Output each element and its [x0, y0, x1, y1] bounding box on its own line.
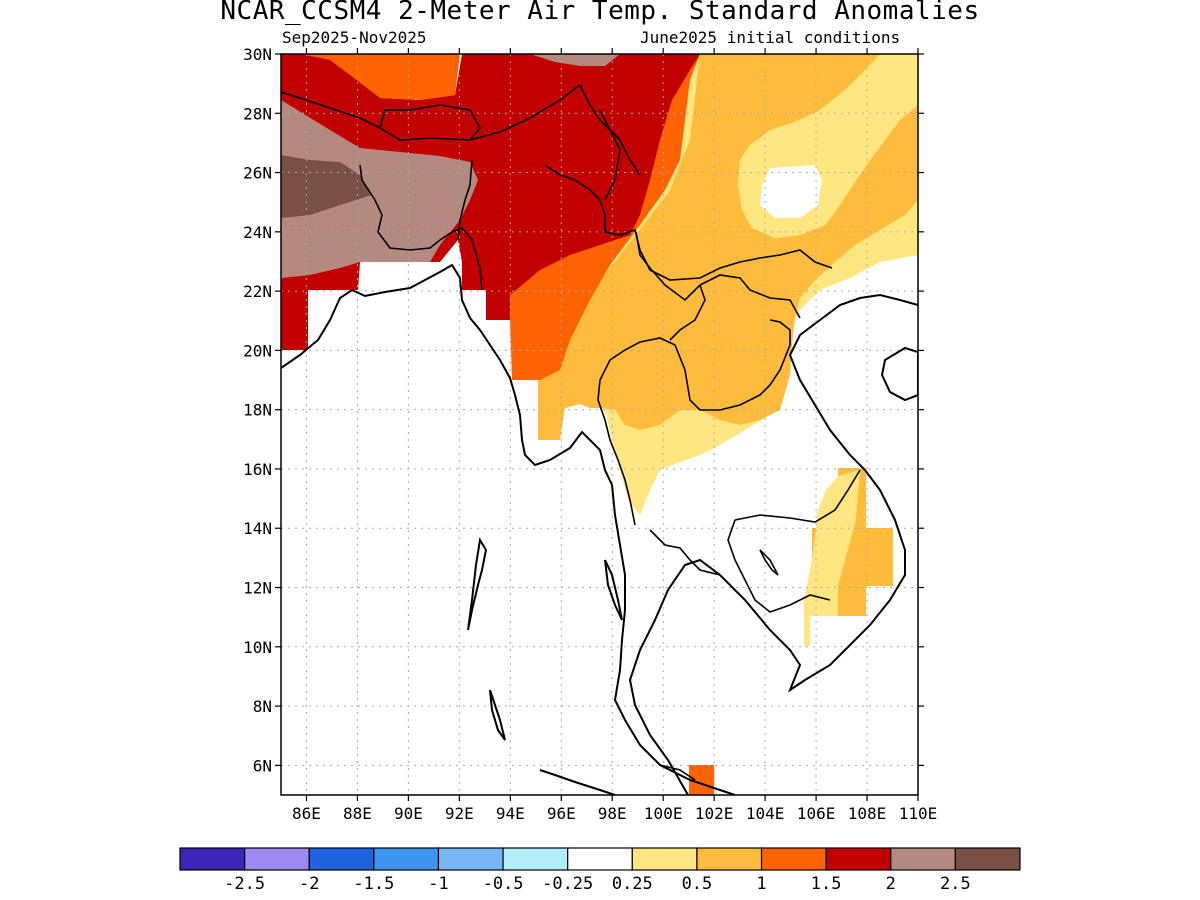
lon-tick-label: 100E — [644, 804, 683, 823]
lon-tick-label: 102E — [695, 804, 734, 823]
country-border — [544, 164, 833, 281]
lon-tick-label: 96E — [547, 804, 576, 823]
colorbar-swatch — [825, 847, 892, 871]
lat-tick-label: 30N — [243, 45, 272, 64]
colorbar-swatch — [696, 847, 763, 871]
map-axes: 30N 28N 26N 24N 22N 20N 18N 16N 14N 12N 10N 8N 6N 86E… — [243, 45, 937, 823]
colorbar-label: 2.5 — [940, 874, 971, 894]
lat-tick-label: 12N — [243, 579, 272, 598]
anomaly-region-neutral — [760, 165, 822, 218]
colorbar-label: 2 — [886, 874, 896, 894]
anomaly-region-2-2.5 — [530, 54, 620, 66]
country-border — [727, 519, 831, 613]
colorbar-label: -0.5 — [483, 874, 524, 894]
colorbar-label: -1 — [428, 874, 448, 894]
lat-tick-label: 18N — [243, 401, 272, 420]
lon-tick-label: 108E — [848, 804, 887, 823]
lon-tick-label: 98E — [598, 804, 627, 823]
colorbar-swatch — [179, 847, 246, 871]
coastlines — [281, 263, 918, 795]
country-borders — [281, 83, 861, 781]
initial-conditions: June2025 initial conditions — [640, 28, 901, 47]
country-border — [734, 469, 861, 523]
colorbar-swatch — [567, 847, 633, 871]
lat-tick-label: 16N — [243, 460, 272, 479]
colorbar-swatch — [502, 847, 569, 871]
map-title: NCAR_CCSM4 2-Meter Air Temp. Standard An… — [220, 0, 980, 26]
country-border — [759, 549, 779, 576]
country-border — [379, 104, 481, 141]
map-frame — [280, 53, 919, 796]
colorbar: -2.5 -2 -1.5 -1 -0.5 -0.25 0.25 0.5 1 1.5 2 2.5 — [179, 847, 1021, 894]
lon-tick-label: 104E — [746, 804, 785, 823]
colorbar-label: -1.5 — [353, 874, 394, 894]
colorbar-label: 1.5 — [811, 874, 842, 894]
lat-tick-label: 26N — [243, 164, 272, 183]
colorbar-swatch — [890, 847, 956, 871]
lat-tick-label: 28N — [243, 104, 272, 123]
colorbar-label: -2 — [299, 874, 319, 894]
lat-tick-label: 6N — [253, 756, 272, 775]
colorbar-label: 0.5 — [682, 874, 713, 894]
colorbar-swatch — [760, 847, 827, 871]
country-border — [635, 231, 801, 319]
country-border — [457, 159, 473, 241]
anomaly-region-2-2.5 — [281, 100, 478, 278]
coastline-sumatra — [539, 769, 616, 795]
lon-tick-label: 110E — [899, 804, 938, 823]
colorbar-label: 0.25 — [612, 874, 653, 894]
lat-tick-label: 8N — [253, 697, 272, 716]
lat-tick-label: 20N — [243, 341, 272, 360]
coastline-mergui-archipelago — [604, 559, 623, 621]
lon-tick-label: 92E — [445, 804, 474, 823]
anomaly-region-above-2.5 — [281, 155, 372, 218]
anomaly-region-1.5-2 — [281, 54, 700, 350]
colorbar-swatch — [244, 847, 310, 871]
anomaly-field — [281, 54, 918, 795]
anomaly-region-0.25-0.5 — [804, 470, 860, 646]
coastline-andaman-islands — [467, 537, 488, 631]
anomaly-region-1-1.5 — [300, 54, 460, 100]
country-border — [359, 164, 483, 291]
country-border — [599, 337, 771, 411]
colorbar-swatch — [954, 847, 1021, 871]
country-border — [597, 379, 636, 526]
colorbar-label: -2.5 — [224, 874, 265, 894]
lon-tick-label: 86E — [292, 804, 321, 823]
country-border — [669, 284, 706, 341]
lat-tick-label: 10N — [243, 638, 272, 657]
colorbar-swatch — [308, 847, 375, 871]
colorbar-swatch — [373, 847, 440, 871]
colorbar-swatch — [437, 847, 504, 871]
country-border — [281, 83, 641, 176]
coastline-hainan — [880, 346, 918, 402]
country-border — [659, 764, 696, 781]
country-border — [649, 529, 721, 576]
colorbar-label: -0.25 — [542, 874, 593, 894]
forecast-period: Sep2025-Nov2025 — [282, 28, 427, 47]
colorbar-label: 1 — [756, 874, 766, 894]
lon-tick-label: 88E — [343, 804, 372, 823]
lat-tick-label: 14N — [243, 519, 272, 538]
lon-tick-label: 94E — [496, 804, 525, 823]
coastline — [281, 263, 736, 795]
anomaly-region-1-1.5 — [689, 765, 714, 795]
lat-tick-label: 22N — [243, 282, 272, 301]
coastline-nicobar-islands — [489, 689, 506, 741]
lon-tick-label: 90E — [394, 804, 423, 823]
lat-tick-label: 24N — [243, 223, 272, 242]
colorbar-swatch — [631, 847, 698, 871]
coastline-gulf-of-thailand — [628, 293, 918, 795]
country-border — [769, 319, 791, 386]
lon-tick-label: 106E — [797, 804, 836, 823]
country-border — [599, 109, 621, 201]
anomaly-region-0.5-1 — [538, 54, 918, 440]
